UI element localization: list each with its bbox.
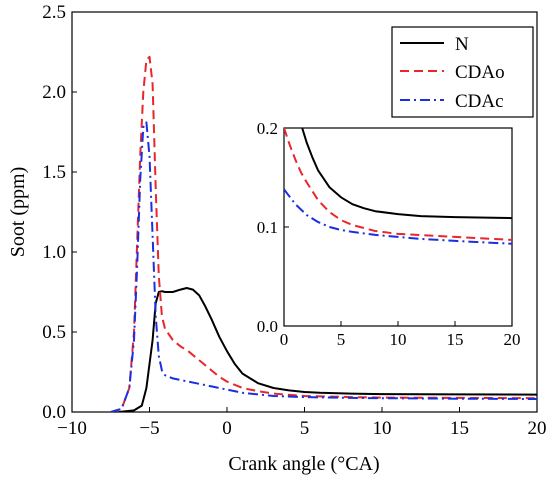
inset-x-tick-label: 0 (280, 330, 289, 349)
inset-plot-frame (283, 127, 513, 327)
inset-y-tick-label: 0.2 (257, 119, 278, 138)
inset-series-group (284, 128, 512, 245)
inset-y-tick-label: 0.1 (257, 218, 278, 237)
main-x-tick-label: −5 (139, 418, 159, 439)
main-axis-ticks: −10 −5 0 5 10 15 20 0.0 0.5 1.0 1.5 2.0 2.5 (42, 2, 546, 439)
inset-plot: 0 5 10 15 20 0.0 0.1 0.2 (257, 119, 521, 349)
x-axis-label: Crank angle (°CA) (228, 453, 379, 475)
y-axis-label: Soot (ppm) (7, 167, 29, 258)
main-x-tick-label: 15 (450, 418, 469, 439)
main-series-cdao (110, 55, 537, 412)
legend-label-n: N (455, 34, 469, 55)
main-y-tick-label: 1.0 (42, 242, 66, 263)
main-x-tick-label: 0 (222, 418, 232, 439)
main-y-tick-label: 1.5 (42, 162, 66, 183)
inset-x-tick-label: 10 (390, 330, 407, 349)
main-x-tick-label: 20 (528, 418, 547, 439)
main-y-tick-label: 2.5 (42, 2, 66, 23)
main-x-tick-label: 5 (300, 418, 310, 439)
inset-x-tick-label: 15 (447, 330, 464, 349)
main-series-group (110, 55, 537, 412)
inset-axis-ticks: 0 5 10 15 20 0.0 0.1 0.2 (257, 119, 521, 349)
inset-x-tick-label: 20 (504, 330, 521, 349)
inset-y-tick-label: 0.0 (257, 317, 278, 336)
inset-x-tick-label: 5 (337, 330, 346, 349)
main-x-tick-label: −10 (57, 418, 87, 439)
main-series-n (118, 287, 537, 412)
main-y-tick-label: 0.0 (42, 402, 66, 423)
main-y-tick-label: 0.5 (42, 322, 66, 343)
main-x-tick-label: 10 (373, 418, 392, 439)
main-y-tick-label: 2.0 (42, 82, 66, 103)
legend-label-cdao: CDAo (455, 62, 505, 83)
inset-series-n (301, 128, 512, 220)
legend-label-cdac: CDAc (455, 91, 504, 112)
main-series-cdac (110, 121, 537, 412)
inset-series-cdao (284, 128, 512, 241)
legend: N CDAo CDAc (391, 26, 534, 118)
